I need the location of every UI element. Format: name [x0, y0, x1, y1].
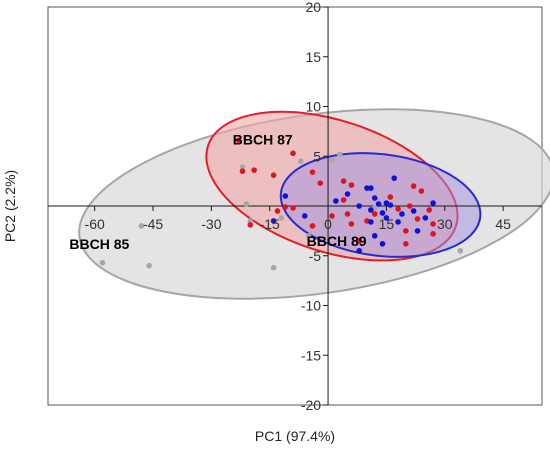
point-bbch-87	[317, 180, 324, 186]
group-label-bbch-85: BBCH 85	[69, 236, 129, 252]
point-bbch-89	[371, 195, 378, 201]
point-bbch-89	[301, 213, 308, 219]
x-tick-label: -45	[143, 216, 163, 232]
point-bbch-87	[340, 178, 347, 184]
point-bbch-87	[274, 208, 281, 214]
x-tick-label: -60	[85, 216, 105, 232]
point-bbch-87	[430, 231, 436, 237]
point-bbch-87	[235, 137, 242, 144]
point-bbch-87	[282, 204, 289, 210]
point-bbch-89	[356, 247, 362, 254]
point-bbch-85	[247, 218, 254, 224]
x-tick-label: 30	[437, 216, 453, 232]
point-bbch-85	[278, 215, 285, 221]
point-bbch-89	[356, 203, 362, 209]
point-bbch-87	[418, 188, 425, 194]
point-bbch-89	[383, 215, 390, 221]
point-bbch-89	[430, 200, 436, 206]
point-bbch-85	[270, 264, 277, 271]
y-axis-title: PC2 (2.2%)	[2, 170, 18, 242]
tick-labels: -60 -45 -30 -15 0 15 30 45 -20 -15 -10 -5 5 10 15 20	[85, 0, 512, 413]
point-bbch-87	[251, 167, 257, 173]
point-bbch-85	[138, 223, 145, 229]
point-bbch-89	[410, 208, 417, 214]
x-tick-label: -15	[260, 216, 280, 232]
point-bbch-87	[348, 182, 355, 188]
point-bbch-89	[364, 185, 370, 191]
point-bbch-87	[426, 207, 432, 213]
point-bbch-89	[368, 219, 374, 225]
point-bbch-87	[290, 150, 296, 157]
y-tick-label: 5	[313, 148, 321, 164]
point-bbch-89	[379, 241, 386, 247]
point-bbch-87	[270, 172, 277, 178]
point-bbch-87	[430, 221, 436, 227]
point-bbch-85	[457, 247, 464, 254]
y-tick-label: -5	[309, 248, 322, 264]
point-bbch-89	[282, 193, 289, 199]
point-bbch-89	[387, 202, 394, 208]
point-bbch-87	[239, 168, 246, 174]
point-bbch-87	[403, 228, 409, 234]
point-bbch-85	[243, 201, 250, 207]
point-bbch-89	[399, 211, 405, 217]
point-bbch-89	[379, 210, 386, 216]
point-bbch-87	[344, 211, 351, 217]
point-bbch-87	[247, 222, 254, 228]
y-tick-label: -10	[301, 298, 321, 314]
point-bbch-89	[395, 219, 401, 225]
x-tick-label: 45	[495, 216, 511, 232]
point-bbch-87	[348, 221, 355, 227]
point-bbch-87	[356, 238, 362, 244]
y-tick-label: -15	[301, 347, 321, 363]
point-bbch-85	[329, 157, 335, 164]
point-bbch-87	[406, 203, 413, 209]
point-bbch-87	[371, 211, 378, 217]
y-tick-label: 15	[305, 49, 321, 65]
point-bbch-89	[270, 218, 277, 224]
point-bbch-87	[403, 241, 409, 247]
point-bbch-85	[336, 151, 343, 158]
point-bbch-89	[391, 175, 397, 181]
group-label-bbch-87: BBCH 87	[233, 131, 293, 147]
point-bbch-87	[340, 197, 347, 203]
point-bbch-87	[387, 194, 394, 200]
point-bbch-85	[99, 259, 106, 266]
point-bbch-87	[309, 223, 316, 229]
point-bbch-87	[290, 205, 296, 211]
point-bbch-85	[146, 262, 152, 269]
point-bbch-89	[344, 191, 351, 197]
group-labels: BBCH 87 BBCH 85 BBCH 89	[69, 131, 366, 251]
x-tick-label: 15	[379, 216, 395, 232]
point-bbch-89	[375, 201, 382, 207]
y-tick-label: -20	[301, 397, 321, 413]
data-points	[99, 137, 464, 271]
point-bbch-87	[395, 206, 401, 212]
point-bbch-85	[298, 158, 304, 165]
point-bbch-89	[333, 198, 339, 204]
x-axis-title: PC1 (97.4%)	[255, 428, 335, 444]
group-label-bbch-89: BBCH 89	[307, 233, 367, 249]
y-tick-label: 10	[305, 99, 321, 115]
point-bbch-85	[305, 233, 312, 239]
point-bbch-89	[422, 215, 429, 221]
point-bbch-89	[414, 228, 421, 234]
point-bbch-87	[309, 169, 316, 175]
point-bbch-89	[371, 233, 378, 239]
x-tick-label: -30	[201, 216, 221, 232]
point-bbch-89	[368, 185, 374, 191]
point-bbch-87	[414, 216, 421, 222]
y-tick-label: 20	[305, 0, 321, 15]
point-bbch-89	[368, 207, 374, 213]
point-bbch-85	[239, 164, 246, 170]
point-bbch-87	[329, 213, 335, 219]
point-bbch-87	[410, 183, 417, 189]
x-tick-label: 0	[324, 216, 332, 232]
